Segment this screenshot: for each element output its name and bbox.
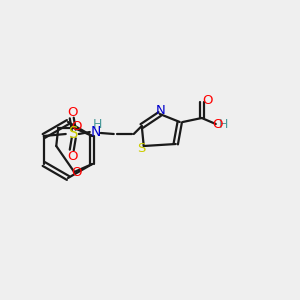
Text: O: O [71, 167, 82, 179]
Text: N: N [91, 125, 101, 139]
Text: N: N [156, 103, 166, 116]
Text: H: H [93, 118, 102, 130]
Text: O: O [212, 118, 223, 131]
Text: H: H [219, 118, 228, 131]
Text: S: S [138, 142, 146, 154]
Text: O: O [68, 106, 78, 118]
Text: O: O [202, 94, 213, 106]
Text: O: O [71, 121, 82, 134]
Text: S: S [69, 127, 78, 142]
Text: O: O [68, 149, 78, 163]
